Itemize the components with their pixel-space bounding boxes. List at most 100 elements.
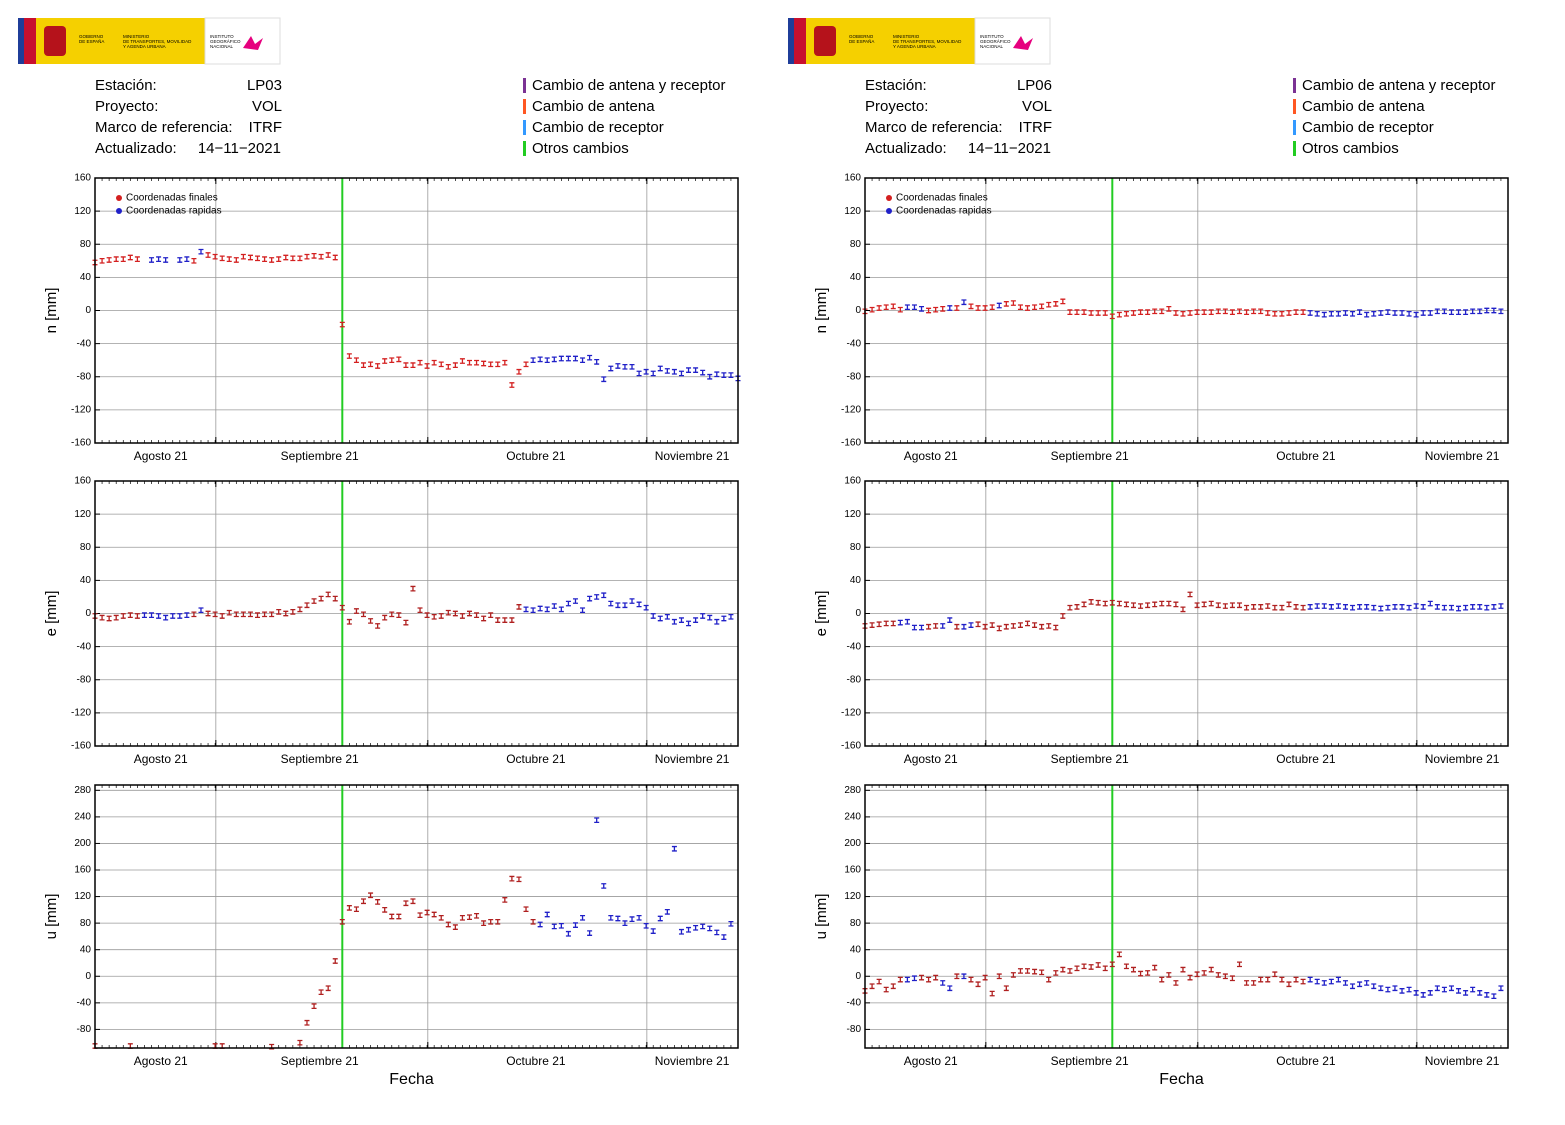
logo-text: GEOGRÁFICO [980, 38, 1011, 44]
data-point [933, 306, 939, 313]
data-point [375, 363, 381, 369]
data-point [1420, 604, 1426, 610]
y-axis-label: n [mm] [43, 288, 60, 334]
data-point [869, 983, 875, 990]
header-label: Proyecto: [95, 98, 158, 115]
data-point [1003, 623, 1009, 630]
data-point [156, 613, 162, 619]
y-tick-label: 160 [844, 173, 861, 184]
data-point [1307, 976, 1313, 983]
data-point [601, 376, 607, 383]
data-point [1229, 975, 1235, 982]
data-point [1003, 985, 1009, 992]
data-point [693, 367, 699, 373]
data-point [1357, 604, 1363, 610]
data-point [1032, 968, 1038, 975]
data-point [1293, 309, 1299, 316]
y-tick-label: -160 [71, 438, 91, 449]
data-point [940, 305, 946, 312]
data-point [1364, 604, 1370, 610]
data-point [1463, 604, 1469, 611]
data-point [1328, 310, 1334, 317]
y-tick-label: 80 [850, 239, 862, 250]
data-point [1088, 599, 1094, 605]
y-tick-label: -80 [847, 371, 862, 382]
data-point [1194, 602, 1200, 609]
data-point [1180, 606, 1186, 613]
data-point [1095, 599, 1101, 606]
data-point [707, 614, 713, 621]
data-point [240, 253, 246, 260]
data-point [1244, 309, 1250, 316]
data-point [1229, 309, 1235, 316]
data-point [1074, 604, 1080, 610]
data-point [897, 976, 903, 983]
data-point [1173, 601, 1179, 608]
data-point [410, 898, 416, 905]
data-point [1032, 304, 1038, 311]
data-point [947, 985, 953, 992]
change-legend-label: Otros cambios [1302, 140, 1399, 157]
y-tick-label: 240 [74, 812, 91, 823]
data-point [1307, 310, 1313, 316]
logo-text: NACIONAL [210, 44, 234, 49]
x-tick-label: Noviembre 21 [655, 1054, 730, 1068]
data-point [1357, 981, 1363, 988]
data-point [389, 611, 395, 618]
data-point [1477, 990, 1483, 996]
data-point [311, 252, 317, 259]
data-point [608, 600, 614, 607]
header-label: Proyecto: [865, 98, 928, 115]
data-point [1498, 603, 1504, 609]
change-legend-label: Cambio de antena y receptor [532, 77, 725, 94]
data-point [304, 1019, 310, 1026]
logo-shield [814, 26, 836, 56]
data-point [466, 914, 472, 921]
logo-text: DE ESPAÑA [849, 38, 874, 44]
data-point [431, 911, 437, 918]
legend-label: Coordenadas rapidas [896, 206, 992, 217]
data-point [1116, 951, 1122, 958]
data-point [622, 920, 628, 926]
data-point [262, 611, 268, 618]
data-point [1039, 303, 1045, 310]
data-point [678, 617, 684, 623]
data-point [643, 922, 649, 929]
data-point [276, 256, 282, 263]
data-point [1138, 603, 1144, 609]
data-point [1088, 310, 1094, 316]
data-point [1109, 961, 1115, 968]
data-point [1173, 310, 1179, 316]
y-tick-label: -160 [841, 438, 861, 449]
chart: -160 -120 -80 -40 0 40 80 120 160 Agosto 21 Septie… [813, 476, 1509, 766]
change-legend-label: Otros cambios [532, 140, 629, 157]
data-point [933, 623, 939, 629]
data-point [1427, 310, 1433, 316]
data-point [926, 976, 932, 983]
x-tick-label: Noviembre 21 [655, 449, 730, 463]
data-point [686, 926, 692, 933]
data-point [212, 611, 218, 618]
y-tick-label: 0 [85, 305, 91, 316]
data-point [615, 915, 621, 922]
data-point [1116, 600, 1122, 607]
data-point [601, 592, 607, 599]
header-value: 14−11−2021 [968, 140, 1051, 157]
chart: -160 -120 -80 -40 0 40 80 120 160 Agosto 21 Septie… [43, 173, 741, 463]
y-tick-label: -80 [77, 371, 92, 382]
data-point [587, 354, 593, 361]
data-point [1342, 310, 1348, 316]
data-point [1074, 965, 1080, 972]
data-point [728, 613, 734, 620]
y-tick-label: 0 [85, 971, 91, 982]
data-point [996, 625, 1002, 632]
x-tick-label: Agosto 21 [134, 449, 188, 463]
y-tick-label: 160 [844, 865, 861, 876]
data-point [134, 256, 140, 263]
data-point [127, 612, 133, 619]
data-point [516, 876, 522, 883]
data-point [664, 909, 670, 915]
data-point [339, 918, 345, 925]
data-point [728, 920, 734, 927]
